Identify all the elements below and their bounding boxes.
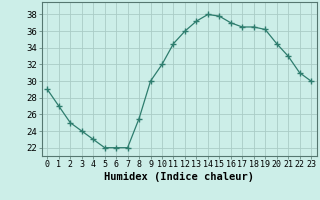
X-axis label: Humidex (Indice chaleur): Humidex (Indice chaleur): [104, 172, 254, 182]
